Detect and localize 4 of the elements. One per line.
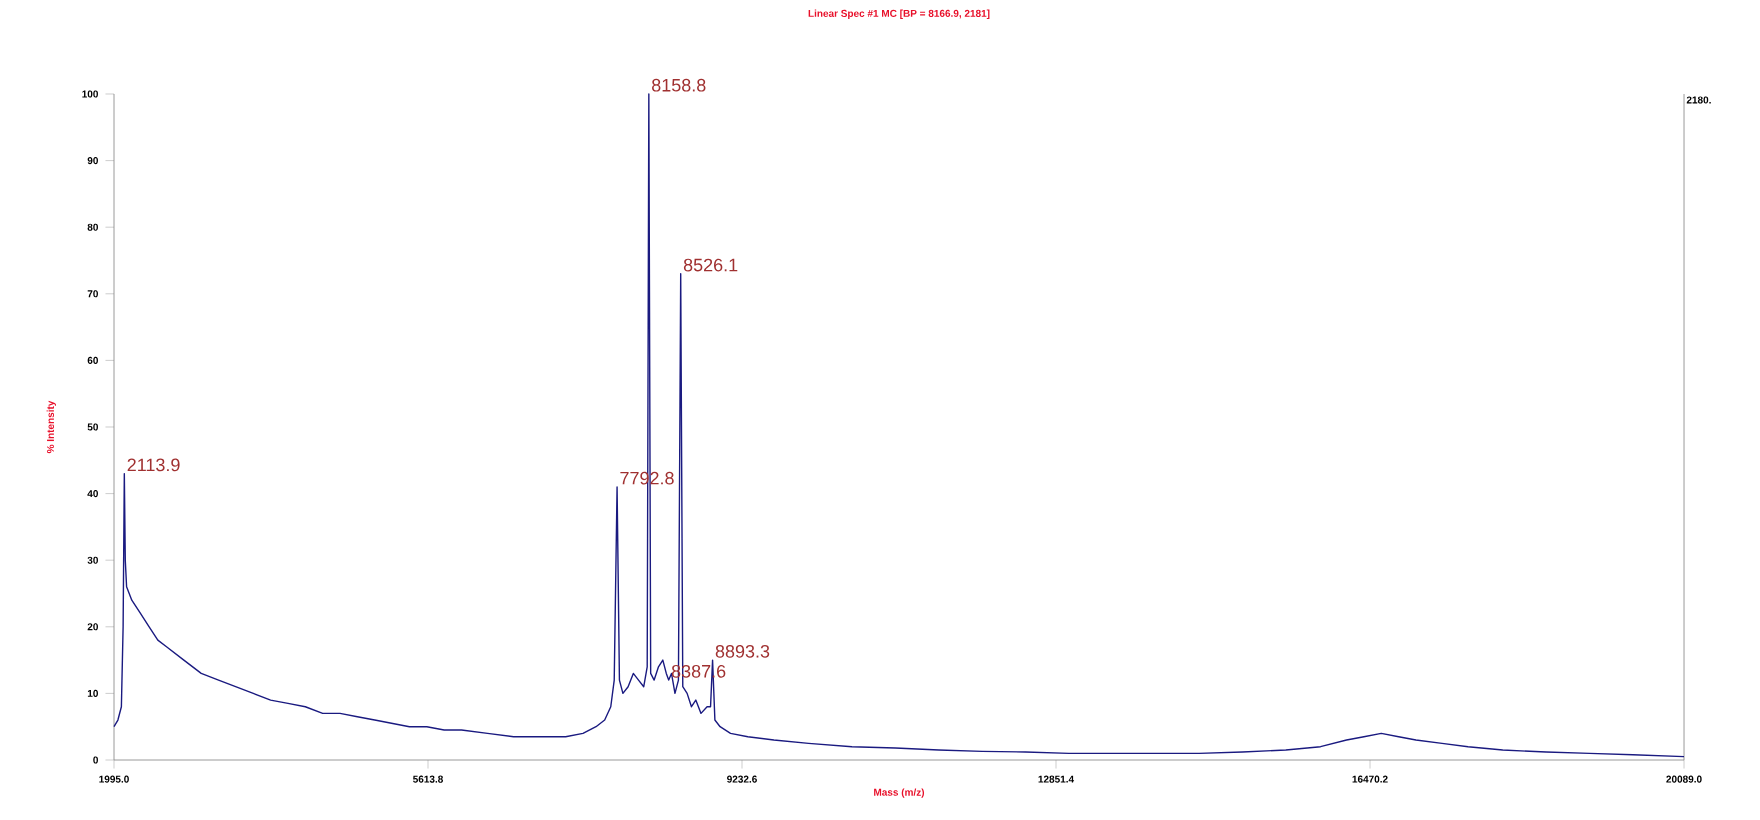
annotation: 8526.1 (683, 258, 738, 272)
annotation: 8893.3 (715, 644, 770, 658)
annotation: 2113.9 (127, 458, 180, 472)
annotation: 8158.8 (652, 78, 706, 92)
